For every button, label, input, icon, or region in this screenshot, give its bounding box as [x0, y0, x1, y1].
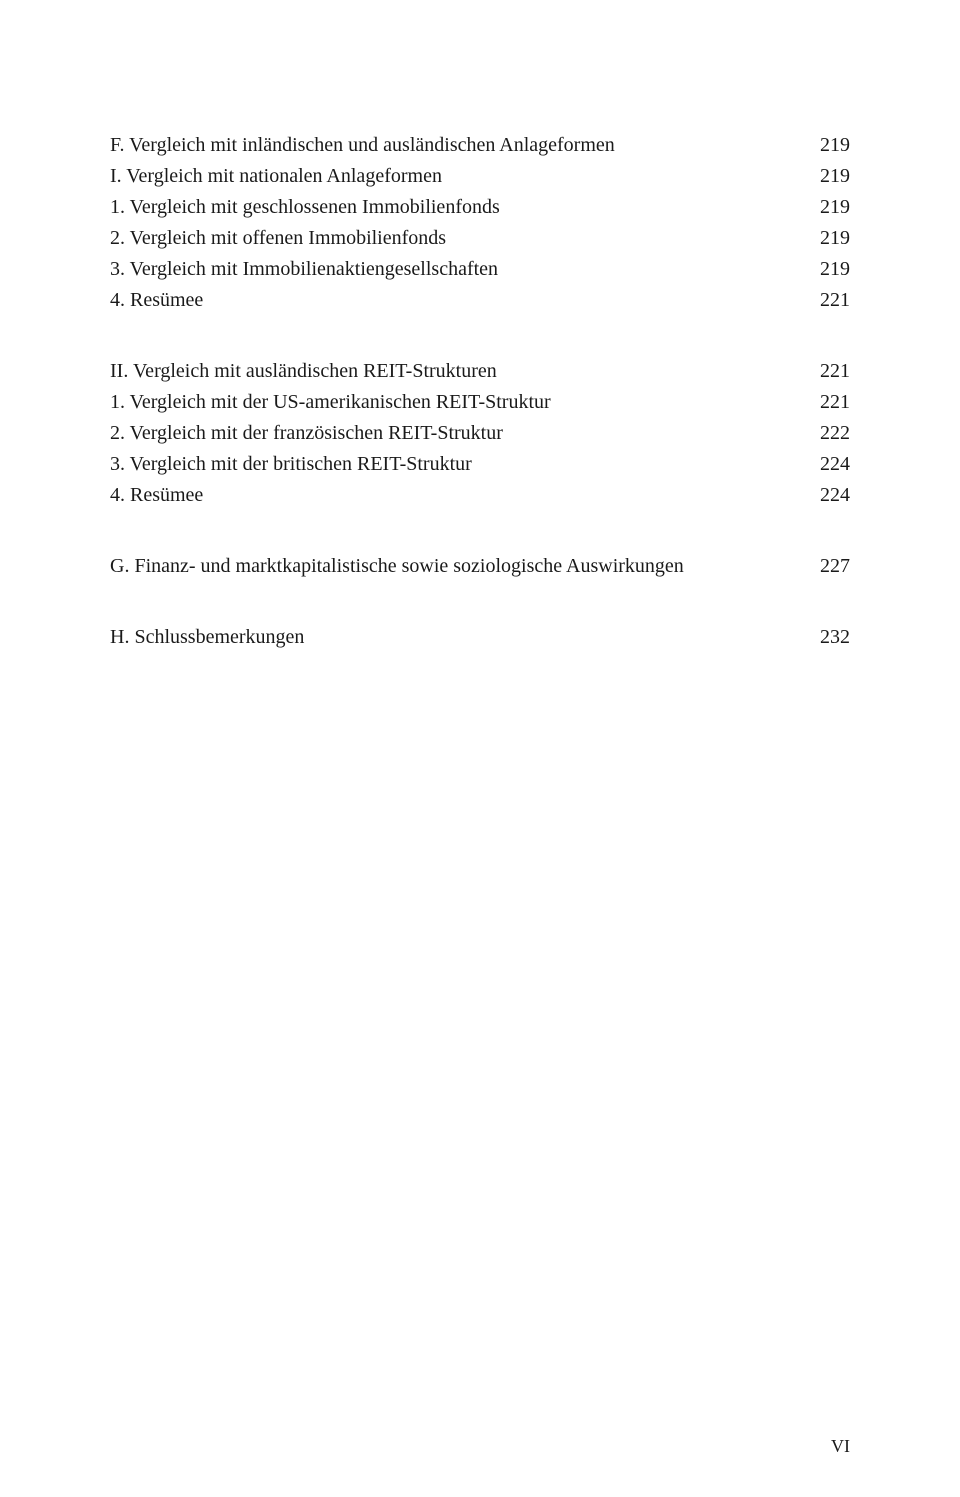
toc-row: 4. Resümee 224 — [110, 480, 850, 511]
toc-page: 224 — [800, 449, 850, 480]
toc-row: 1. Vergleich mit geschlossenen Immobilie… — [110, 192, 850, 223]
toc-label: 1. Vergleich mit der US-amerikanischen R… — [110, 387, 800, 418]
toc-label: 4. Resümee — [110, 285, 800, 316]
toc-page: 222 — [800, 418, 850, 449]
toc-row: I. Vergleich mit nationalen Anlageformen… — [110, 161, 850, 192]
toc-block-h: H. Schlussbemerkungen 232 — [110, 622, 850, 653]
toc-block-f: F. Vergleich mit inländischen und auslän… — [110, 130, 850, 316]
toc-label: 2. Vergleich mit der französischen REIT-… — [110, 418, 800, 449]
toc-page: 221 — [800, 285, 850, 316]
toc-label: I. Vergleich mit nationalen Anlageformen — [110, 161, 800, 192]
toc-label: 2. Vergleich mit offenen Immobilienfonds — [110, 223, 800, 254]
toc-page: 219 — [800, 130, 850, 161]
toc-label: F. Vergleich mit inländischen und auslän… — [110, 130, 800, 161]
toc-page: 227 — [800, 551, 850, 582]
toc-row: 1. Vergleich mit der US-amerikanischen R… — [110, 387, 850, 418]
toc-page: 224 — [800, 480, 850, 511]
toc-page: 221 — [800, 356, 850, 387]
toc-label: 1. Vergleich mit geschlossenen Immobilie… — [110, 192, 800, 223]
toc-label: II. Vergleich mit ausländischen REIT-Str… — [110, 356, 800, 387]
toc-row: 3. Vergleich mit Immobilienaktiengesells… — [110, 254, 850, 285]
toc-row: 2. Vergleich mit offenen Immobilienfonds… — [110, 223, 850, 254]
toc-page: 232 — [800, 622, 850, 653]
toc-row: G. Finanz- und marktkapitalistische sowi… — [110, 551, 850, 582]
toc-label: 3. Vergleich mit der britischen REIT-Str… — [110, 449, 800, 480]
toc-page: 219 — [800, 192, 850, 223]
page-footer-number: VI — [831, 1436, 850, 1457]
toc-page: 219 — [800, 254, 850, 285]
toc-row: 2. Vergleich mit der französischen REIT-… — [110, 418, 850, 449]
toc-row: H. Schlussbemerkungen 232 — [110, 622, 850, 653]
toc-row: 4. Resümee 221 — [110, 285, 850, 316]
toc-page: 219 — [800, 161, 850, 192]
toc-label: H. Schlussbemerkungen — [110, 622, 800, 653]
toc-page: 221 — [800, 387, 850, 418]
toc-row: F. Vergleich mit inländischen und auslän… — [110, 130, 850, 161]
toc-label: G. Finanz- und marktkapitalistische sowi… — [110, 551, 800, 582]
toc-row: 3. Vergleich mit der britischen REIT-Str… — [110, 449, 850, 480]
toc-block-ii: II. Vergleich mit ausländischen REIT-Str… — [110, 356, 850, 511]
toc-label: 3. Vergleich mit Immobilienaktiengesells… — [110, 254, 800, 285]
toc-label: 4. Resümee — [110, 480, 800, 511]
toc-row: II. Vergleich mit ausländischen REIT-Str… — [110, 356, 850, 387]
page-container: F. Vergleich mit inländischen und auslän… — [0, 0, 960, 733]
toc-block-g: G. Finanz- und marktkapitalistische sowi… — [110, 551, 850, 582]
toc-page: 219 — [800, 223, 850, 254]
